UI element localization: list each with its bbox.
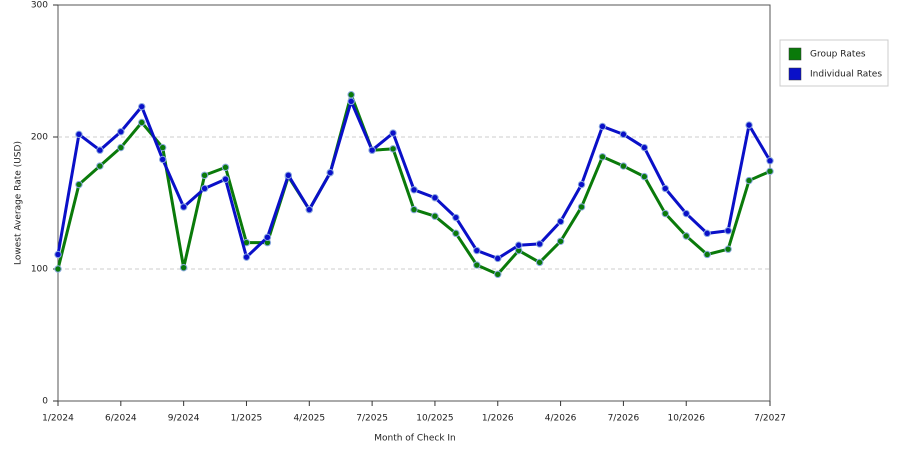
legend-label: Individual Rates <box>810 70 882 80</box>
y-tick-label: 300 <box>31 1 48 11</box>
data-point <box>577 180 586 189</box>
data-point <box>452 229 460 238</box>
data-point <box>431 212 439 220</box>
data-point <box>117 143 125 152</box>
data-point <box>138 118 146 127</box>
data-point <box>619 130 628 139</box>
data-point <box>724 227 732 235</box>
data-point <box>305 205 313 214</box>
y-tick-label: 100 <box>31 265 48 275</box>
data-point <box>54 250 62 259</box>
data-point <box>96 146 104 154</box>
x-tick-label: 10/2025 <box>416 414 453 424</box>
data-point <box>75 180 83 189</box>
x-tick-label: 4/2026 <box>545 414 577 424</box>
x-tick-label: 1/2025 <box>231 414 263 424</box>
data-point <box>703 229 711 238</box>
data-point <box>724 245 732 253</box>
x-tick-label: 6/2024 <box>105 414 137 424</box>
data-point <box>410 205 418 214</box>
x-tick-label: 9/2024 <box>168 414 200 424</box>
legend-label: Group Rates <box>810 50 866 60</box>
data-point <box>745 176 753 185</box>
y-tick-label: 200 <box>31 133 48 143</box>
data-point <box>494 254 502 263</box>
data-point <box>221 163 230 172</box>
data-point <box>598 122 607 131</box>
data-point <box>598 153 607 161</box>
data-point <box>431 194 439 202</box>
data-point <box>179 203 188 211</box>
data-point <box>473 246 481 255</box>
data-point <box>640 172 649 181</box>
data-point <box>745 121 753 129</box>
data-point <box>117 128 125 136</box>
data-point <box>640 143 649 152</box>
data-point <box>577 203 586 211</box>
data-point <box>682 232 690 240</box>
x-tick-label: 1/2026 <box>482 414 514 424</box>
data-point <box>535 258 544 267</box>
data-point <box>389 129 397 137</box>
data-point <box>159 155 167 164</box>
data-point <box>138 102 146 111</box>
data-point <box>263 233 272 242</box>
data-point <box>766 167 774 176</box>
data-point <box>473 261 481 269</box>
data-point <box>766 157 774 165</box>
legend-swatch <box>788 67 802 81</box>
x-tick-label: 1/2024 <box>42 414 74 424</box>
data-point <box>389 145 397 153</box>
data-point <box>515 241 523 249</box>
series-line <box>56 99 772 260</box>
data-point <box>661 209 669 218</box>
data-point <box>682 209 690 218</box>
data-point <box>347 91 355 99</box>
data-point <box>661 184 669 193</box>
data-point <box>75 130 83 139</box>
data-point <box>703 250 711 259</box>
plot-frame <box>57 4 771 402</box>
data-point <box>368 146 376 154</box>
x-tick-label: 7/2026 <box>608 414 640 424</box>
data-point <box>556 217 565 226</box>
data-point <box>179 263 188 272</box>
data-point <box>242 253 251 261</box>
x-tick-label: 4/2025 <box>293 414 325 424</box>
data-point <box>452 213 460 222</box>
data-point <box>535 240 544 248</box>
data-point <box>619 162 628 170</box>
x-tick-label: 10/2026 <box>668 414 706 424</box>
y-tick-label: 0 <box>42 397 48 407</box>
data-point <box>200 171 209 179</box>
data-point <box>96 162 104 170</box>
y-axis-label: Lowest Average Rate (USD) <box>14 141 24 265</box>
data-point <box>410 186 418 194</box>
x-tick-label: 7/2027 <box>754 414 786 424</box>
data-point <box>284 171 293 179</box>
data-point <box>221 175 230 183</box>
data-point <box>494 270 502 278</box>
data-point <box>54 265 62 273</box>
data-point <box>200 184 209 193</box>
data-point <box>556 237 565 245</box>
data-point <box>347 97 355 106</box>
x-axis-label: Month of Check In <box>374 434 456 444</box>
legend-swatch <box>788 47 802 61</box>
data-point <box>326 168 334 177</box>
x-tick-label: 7/2025 <box>356 414 388 424</box>
